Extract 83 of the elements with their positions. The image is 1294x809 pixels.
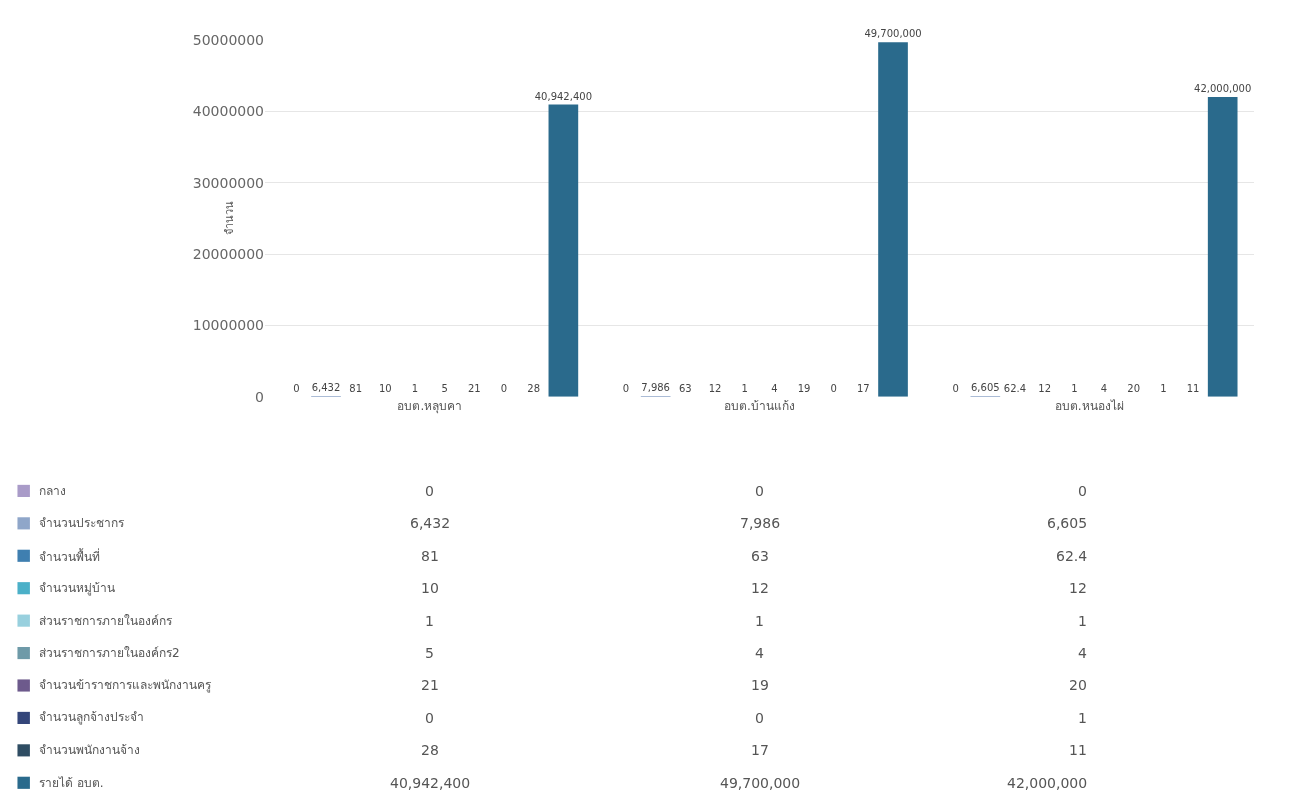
text: 1 — [1160, 382, 1167, 394]
text: 7,986 — [641, 382, 670, 393]
x-tick-label: อบต.หนองไผ่ — [1054, 398, 1124, 413]
data-label: 10 — [421, 580, 439, 596]
y-tick-label: 0 — [255, 388, 265, 405]
data-label: 6,432 — [410, 515, 451, 531]
data-label: 12 — [1069, 580, 1087, 596]
text: 1 — [411, 382, 419, 394]
data-label: 63 — [751, 548, 769, 564]
data-label: 12 — [751, 580, 769, 596]
text: 4 — [771, 382, 778, 394]
data-label: 62.4 — [1056, 548, 1088, 564]
y-tick-label: 50000000 — [192, 31, 265, 48]
legend-label: จำนวนพนักงานจ้าง — [39, 743, 140, 757]
y-tick-label: 40000000 — [192, 103, 265, 120]
legend-label: จำนวนข้าราชการและพนักงานครู — [39, 678, 212, 693]
data-label: 0 — [755, 483, 764, 499]
text: 63 — [678, 382, 692, 394]
data-label: 20 — [1069, 677, 1087, 693]
data-label: 81 — [421, 548, 439, 564]
data-label: 4 — [755, 645, 764, 661]
text: 28 — [527, 382, 541, 394]
text: 81 — [349, 382, 363, 394]
y-axis-title: จำนวน — [223, 201, 237, 236]
text: 42,000,000 — [1194, 83, 1252, 95]
bar — [1207, 97, 1238, 397]
y-tick-label: 10000000 — [192, 317, 265, 334]
text: 17 — [856, 382, 870, 394]
data-label: 0 — [755, 710, 764, 726]
data-label: 11 — [1069, 742, 1087, 758]
data-label: 5 — [425, 645, 434, 661]
text: 5 — [441, 382, 448, 394]
legend-label: จำนวนพื้นที่ — [39, 548, 100, 564]
text: 1 — [1071, 382, 1078, 394]
legend-label: จำนวนลูกจ้างประจำ — [39, 710, 144, 725]
bar — [548, 104, 579, 397]
text: 21 — [467, 382, 481, 394]
text: 49,700,000 — [864, 28, 922, 40]
data-label: 6,605 — [1047, 515, 1088, 531]
legend-label: กลาง — [39, 484, 66, 498]
x-tick-label: อบต.หลุบคา — [397, 398, 463, 414]
text: 4 — [1100, 382, 1108, 394]
text: 40,942,400 — [534, 90, 592, 102]
data-label: 28 — [421, 742, 439, 758]
data-label: 4 — [1078, 645, 1087, 661]
data-label: 0 — [425, 710, 434, 726]
data-label: 7,986 — [740, 515, 781, 531]
data-label: 1 — [1078, 710, 1087, 726]
text: 0 — [622, 382, 630, 394]
text: 62.4 — [1003, 382, 1027, 394]
text: 20 — [1127, 382, 1141, 394]
legend-label: ส่วนราชการภายในองค์กร — [39, 614, 173, 628]
text: 12 — [1038, 382, 1052, 394]
text: 11 — [1186, 382, 1200, 394]
data-label: 1 — [1078, 613, 1087, 629]
legend-label: รายได้ อบต. — [39, 776, 104, 790]
data-label: 49,700,000 — [720, 775, 801, 791]
text: 1 — [741, 382, 748, 394]
text: 10 — [378, 382, 392, 394]
text: 0 — [500, 382, 508, 394]
x-tick-label: อบต.บ้านแก้ง — [724, 398, 795, 413]
text: 19 — [797, 382, 811, 394]
data-label: 21 — [421, 677, 439, 693]
data-label: 19 — [751, 677, 769, 693]
text: 6,605 — [971, 382, 1000, 393]
data-label: 1 — [755, 613, 764, 629]
text: 0 — [293, 382, 300, 394]
bar — [878, 42, 908, 397]
data-label: 17 — [751, 742, 769, 758]
legend-label: จำนวนหมู่บ้าน — [39, 581, 115, 596]
legend-label: จำนวนประชากร — [39, 516, 125, 530]
text: 0 — [952, 382, 959, 394]
data-label: 42,000,000 — [1007, 775, 1088, 791]
data-label: 40,942,400 — [390, 775, 471, 791]
data-label: 1 — [425, 613, 434, 629]
data-label: 0 — [425, 483, 434, 499]
text: 12 — [708, 382, 722, 394]
text: 6,432 — [311, 382, 341, 393]
y-tick-label: 30000000 — [192, 174, 265, 191]
y-tick-label: 20000000 — [192, 245, 265, 262]
data-label: 0 — [1078, 483, 1087, 499]
legend-label: ส่วนราชการภายในองค์กร2 — [39, 646, 180, 660]
text: 0 — [830, 382, 837, 394]
